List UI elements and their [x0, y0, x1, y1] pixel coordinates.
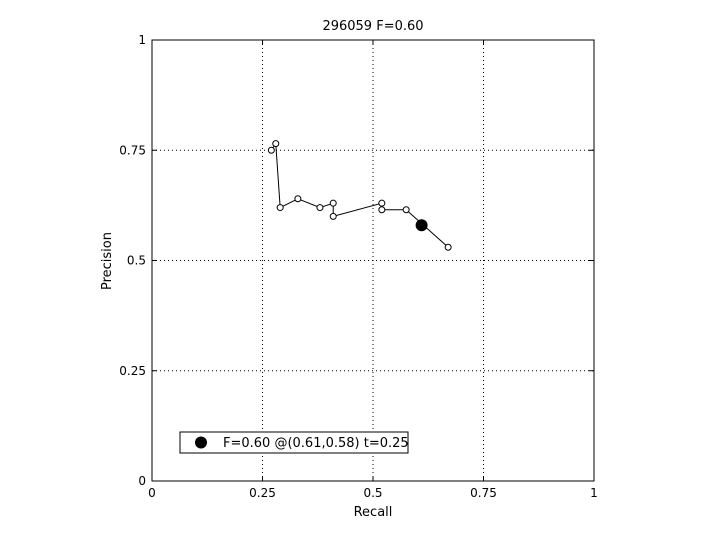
grid	[152, 40, 594, 481]
y-axis-label: Precision	[100, 232, 115, 290]
y-tick-label: 0	[138, 474, 146, 488]
best-f-point-marker	[415, 219, 428, 232]
x-tick-label: 0	[148, 486, 156, 500]
data-series	[267, 140, 452, 251]
chart-title: 296059 F=0.60	[322, 19, 423, 34]
y-tick-label: 0.25	[119, 364, 146, 378]
legend-entry-label: F=0.60 @(0.61,0.58) t=0.25	[223, 436, 409, 451]
data-point-marker	[316, 204, 324, 212]
data-point-marker	[402, 206, 410, 214]
data-point-marker	[444, 243, 452, 251]
data-point-marker	[329, 199, 337, 207]
y-tick-label: 0.75	[119, 143, 146, 157]
data-point-marker	[378, 199, 386, 207]
data-point-marker	[378, 206, 386, 214]
data-point-marker	[276, 204, 284, 212]
x-tick-label: 0.75	[470, 486, 497, 500]
highlight-layer	[415, 219, 428, 232]
legend-box	[179, 431, 409, 454]
data-point-marker	[329, 212, 337, 220]
x-tick-label: 0.5	[363, 486, 382, 500]
legend-marker-icon	[195, 436, 207, 449]
axis-ticks: 0 0.25 0.5 0.75 1 0 0.25 0.5 0.75 1	[119, 33, 598, 500]
y-tick-label: 0.5	[127, 254, 146, 268]
x-tick-label: 1	[590, 486, 598, 500]
data-point-marker	[294, 195, 302, 203]
data-point-marker	[267, 146, 275, 154]
x-axis-label: Recall	[354, 505, 393, 520]
legend: F=0.60 @(0.61,0.58) t=0.25	[179, 431, 409, 454]
y-tick-label: 1	[138, 33, 146, 47]
data-point-marker	[272, 140, 280, 148]
x-tick-label: 0.25	[249, 486, 276, 500]
